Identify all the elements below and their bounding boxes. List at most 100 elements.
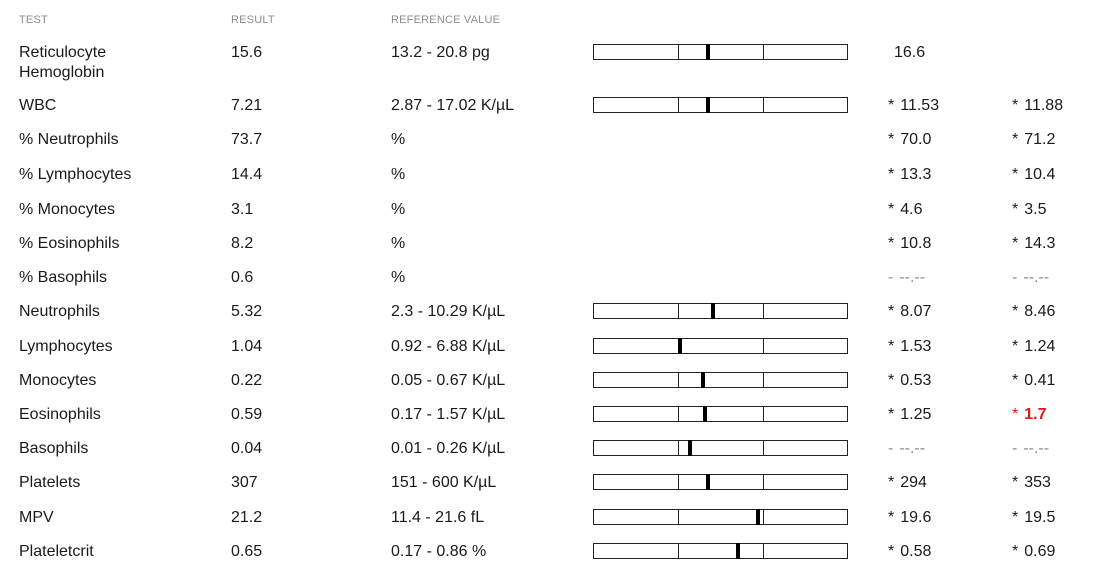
previous-value: --.-- bbox=[899, 440, 926, 457]
reference-range: 13.2 - 20.8 pg bbox=[391, 44, 490, 61]
flag-marker: * bbox=[888, 166, 895, 183]
previous-result-2: * 3.5 bbox=[1012, 200, 1046, 220]
previous-value: --.-- bbox=[899, 269, 926, 286]
range-bar-tick bbox=[763, 45, 764, 59]
flag-marker: * bbox=[1012, 131, 1019, 148]
flag-marker: * bbox=[1012, 235, 1019, 252]
previous-result-1: * 10.8 bbox=[888, 234, 931, 254]
previous-value: 353 bbox=[1024, 474, 1051, 491]
previous-result-1: * 294 bbox=[888, 473, 927, 493]
reference-range: % bbox=[391, 201, 406, 218]
range-bar-marker bbox=[756, 509, 760, 525]
result-value: 8.2 bbox=[231, 235, 254, 252]
flag-marker: * bbox=[888, 201, 895, 218]
range-bar bbox=[593, 97, 848, 113]
range-bar-tick bbox=[763, 373, 764, 387]
range-bar-tick bbox=[678, 98, 679, 112]
previous-value: 70.0 bbox=[900, 131, 932, 148]
flag-marker: * bbox=[888, 131, 895, 148]
previous-result-2: * 8.46 bbox=[1012, 302, 1055, 322]
flag-marker: - bbox=[1012, 269, 1018, 286]
previous-value: 0.41 bbox=[1024, 372, 1056, 389]
test-name: MPV bbox=[19, 509, 54, 526]
test-name: % Neutrophils bbox=[19, 131, 119, 148]
result-value: 21.2 bbox=[231, 509, 263, 526]
flag-marker: * bbox=[1012, 406, 1019, 423]
previous-value: 1.7 bbox=[1024, 406, 1047, 423]
reference-range: 0.01 - 0.26 K/µL bbox=[391, 440, 506, 457]
flag-marker: - bbox=[888, 269, 894, 286]
previous-result-2: * 353 bbox=[1012, 473, 1051, 493]
flag-marker: * bbox=[1012, 509, 1019, 526]
previous-result-2: * 11.88 bbox=[1012, 96, 1063, 116]
previous-value: 10.8 bbox=[900, 235, 932, 252]
previous-value: 19.5 bbox=[1024, 509, 1056, 526]
flag-marker: * bbox=[1012, 97, 1019, 114]
previous-value: 8.46 bbox=[1024, 303, 1056, 320]
header-test: TEST bbox=[19, 14, 48, 26]
test-name: Neutrophils bbox=[19, 303, 100, 320]
result-value: 0.65 bbox=[231, 543, 263, 560]
range-bar-marker bbox=[706, 474, 710, 490]
reference-range: % bbox=[391, 235, 406, 252]
range-bar-marker bbox=[703, 406, 707, 422]
previous-value: 8.07 bbox=[900, 303, 932, 320]
reference-range: % bbox=[391, 131, 406, 148]
range-bar bbox=[593, 303, 848, 319]
flag-marker: * bbox=[888, 406, 895, 423]
result-value: 0.59 bbox=[231, 406, 263, 423]
reference-range: 2.3 - 10.29 K/µL bbox=[391, 303, 506, 320]
result-value: 0.22 bbox=[231, 372, 263, 389]
test-name: Platelets bbox=[19, 474, 81, 491]
flag-marker: * bbox=[1012, 372, 1019, 389]
range-bar-tick bbox=[763, 441, 764, 455]
range-bar-tick bbox=[763, 98, 764, 112]
flag-marker: * bbox=[888, 303, 895, 320]
previous-value: 19.6 bbox=[900, 509, 932, 526]
previous-result-2: * 1.24 bbox=[1012, 337, 1055, 357]
range-bar-marker bbox=[701, 372, 705, 388]
previous-result-2: * 10.4 bbox=[1012, 165, 1055, 185]
previous-value: 11.53 bbox=[900, 97, 940, 114]
flag-marker: * bbox=[1012, 166, 1019, 183]
previous-value: 10.4 bbox=[1024, 166, 1056, 183]
reference-range: 11.4 - 21.6 fL bbox=[391, 509, 485, 526]
range-bar-tick bbox=[763, 304, 764, 318]
test-name: Plateletcrit bbox=[19, 543, 94, 560]
range-bar-tick bbox=[678, 544, 679, 558]
reference-range: 0.17 - 0.86 % bbox=[391, 543, 487, 560]
previous-value: --.-- bbox=[1023, 269, 1050, 286]
range-bar-tick bbox=[763, 407, 764, 421]
range-bar-marker bbox=[711, 303, 715, 319]
range-bar bbox=[593, 543, 848, 559]
previous-result-2: - --.-- bbox=[1012, 439, 1049, 459]
range-bar-tick bbox=[678, 407, 679, 421]
previous-value: 14.3 bbox=[1024, 235, 1056, 252]
range-bar-tick bbox=[763, 475, 764, 489]
range-bar-marker bbox=[736, 543, 740, 559]
reference-range: 0.17 - 1.57 K/µL bbox=[391, 406, 506, 423]
previous-value: 1.53 bbox=[900, 338, 932, 355]
flag-marker: * bbox=[888, 338, 895, 355]
previous-result-1: - --.-- bbox=[888, 439, 925, 459]
range-bar bbox=[593, 509, 848, 525]
range-bar-marker bbox=[678, 338, 682, 354]
previous-result-2: * 14.3 bbox=[1012, 234, 1055, 254]
range-bar-tick bbox=[678, 475, 679, 489]
previous-value: 13.3 bbox=[900, 166, 932, 183]
test-name: WBC bbox=[19, 97, 57, 114]
table-header: TEST RESULT REFERENCE VALUE bbox=[0, 14, 1105, 30]
previous-result-1: 16.6 bbox=[888, 43, 925, 63]
previous-result-1: * 11.53 bbox=[888, 96, 939, 116]
previous-result-1: * 0.53 bbox=[888, 371, 931, 391]
range-bar-tick bbox=[763, 339, 764, 353]
test-name: Basophils bbox=[19, 440, 89, 457]
flag-marker: * bbox=[1012, 338, 1019, 355]
previous-value: 3.5 bbox=[1024, 201, 1047, 218]
range-bar-tick bbox=[678, 441, 679, 455]
flag-marker: * bbox=[1012, 543, 1019, 560]
result-value: 14.4 bbox=[231, 166, 263, 183]
range-bar-tick bbox=[678, 304, 679, 318]
flag-marker: * bbox=[1012, 303, 1019, 320]
test-name: % Lymphocytes bbox=[19, 166, 132, 183]
